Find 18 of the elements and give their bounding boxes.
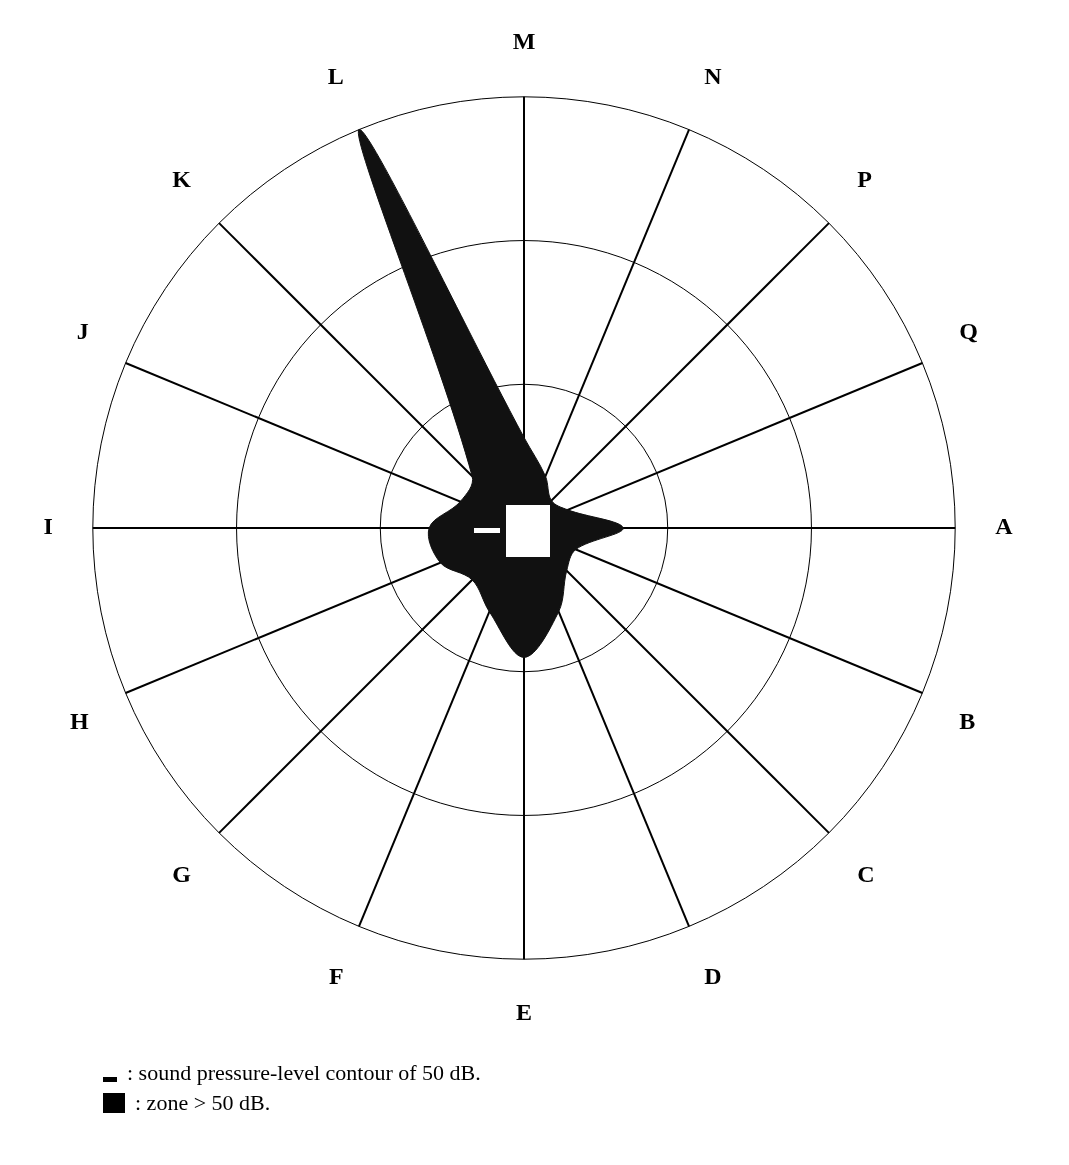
spoke-label: G xyxy=(172,860,192,887)
spoke-label: F xyxy=(329,962,344,989)
spoke-label: D xyxy=(704,962,722,989)
spoke-label: A xyxy=(995,513,1014,540)
spoke-label: Q xyxy=(959,318,978,345)
spoke-label: B xyxy=(959,707,976,734)
text: : sound pressure-level contour of 50 dB. xyxy=(127,1060,481,1086)
spoke-label: M xyxy=(512,27,536,54)
spoke-label: H xyxy=(70,707,89,734)
spoke-label: I xyxy=(43,513,53,540)
spoke-label: L xyxy=(327,63,344,90)
spoke-label: K xyxy=(172,165,192,192)
spoke-label: C xyxy=(857,860,875,887)
spoke-label: N xyxy=(704,63,723,90)
spoke-label: E xyxy=(515,998,533,1025)
spoke-label: P xyxy=(857,165,872,192)
spoke-label: J xyxy=(76,318,89,345)
text: : zone > 50 dB. xyxy=(135,1090,271,1116)
